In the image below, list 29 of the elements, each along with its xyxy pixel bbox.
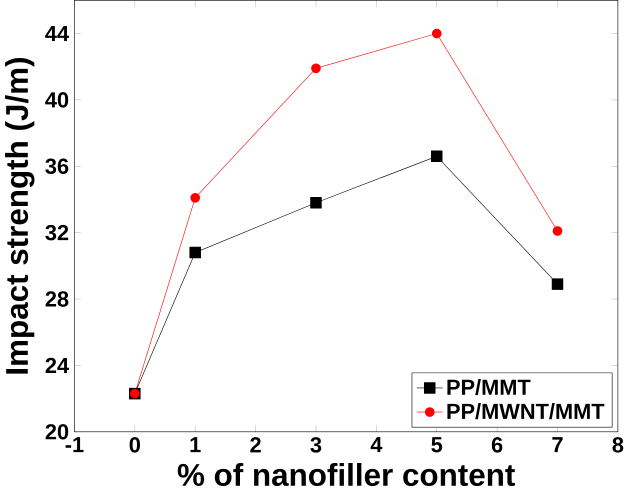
y-tick-label: 24 bbox=[46, 358, 69, 373]
y-axis-title: Impact strength (J/m) bbox=[5, 58, 34, 374]
x-tick-label: 4 bbox=[370, 437, 382, 452]
y-tick-label: 40 bbox=[45, 92, 68, 108]
y-tick-label: 20 bbox=[46, 424, 68, 440]
point bbox=[430, 150, 442, 162]
x-tick-label: 0 bbox=[130, 437, 140, 453]
legend-label: PP/MMT bbox=[447, 378, 531, 396]
x-tick-label: 3 bbox=[310, 437, 322, 453]
y-tick-label: 32 bbox=[45, 224, 68, 240]
x-tick-label: 7 bbox=[552, 437, 563, 452]
x-tick-label: 8 bbox=[612, 437, 624, 453]
point bbox=[190, 192, 200, 203]
point bbox=[311, 63, 321, 74]
x-tick-label: -1 bbox=[66, 437, 84, 452]
legend-label: PP/MWNT/MMT bbox=[447, 403, 604, 420]
x-tick-label: 1 bbox=[190, 437, 201, 452]
x-tick-label: 5 bbox=[431, 437, 442, 452]
point bbox=[310, 196, 322, 208]
y-tick-label: 28 bbox=[46, 291, 68, 307]
x-tick-label: 6 bbox=[492, 437, 502, 453]
y-tick-label: 44 bbox=[45, 26, 69, 41]
x-tick-label: 2 bbox=[250, 437, 261, 452]
point bbox=[189, 246, 201, 258]
point bbox=[432, 28, 442, 38]
point bbox=[552, 226, 562, 236]
point bbox=[552, 278, 564, 290]
x-axis-title: % of nanofiller content bbox=[178, 462, 515, 486]
y-tick-label: 36 bbox=[45, 158, 68, 174]
